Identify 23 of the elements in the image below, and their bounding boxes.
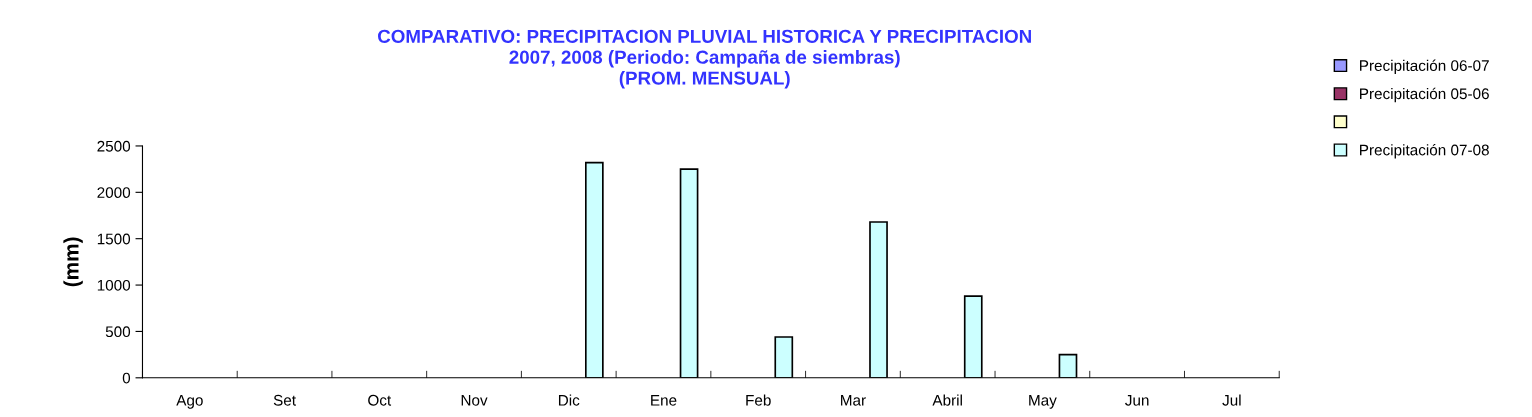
legend-label: Precipitación 05-06 [1360,87,1489,103]
x-tick-label: Mar [841,395,866,406]
y-axis-title: (mm) [63,237,83,287]
x-tick-label: Jul [1222,394,1241,406]
x-tick-label: Abril [932,394,962,406]
y-tick-label: 2000 [97,187,131,199]
x-tick-label: May [1029,395,1057,409]
chart-title: COMPARATIVO: PRECIPITACION PLUVIAL HISTORICA Y PRECIPITACION 2007, 2008 (Periodo: Campaña de siembras) (PROM. MENSUAL) [378,29,1031,89]
y-tick-label: 1500 [97,233,131,245]
x-tick-label: Feb [746,394,771,406]
y-tick-label: 2500 [97,140,131,152]
x-tick-label: Ene [651,395,677,406]
x-tick-label: Ago [176,395,203,409]
x-tick-label: Dic [558,394,580,406]
legend-label: Precipitación 06-07 [1360,59,1489,75]
x-tick-label: Oct [368,394,392,406]
y-tick-label: 1000 [97,279,131,291]
x-tick-label: Set [273,394,296,406]
y-tick-label: 0 [122,372,131,384]
y-tick-label: 500 [105,326,131,338]
legend-label: Precipitación 07-08 [1360,144,1489,159]
x-tick-label: Nov [461,395,488,406]
x-tick-label: Jun [1125,395,1149,406]
